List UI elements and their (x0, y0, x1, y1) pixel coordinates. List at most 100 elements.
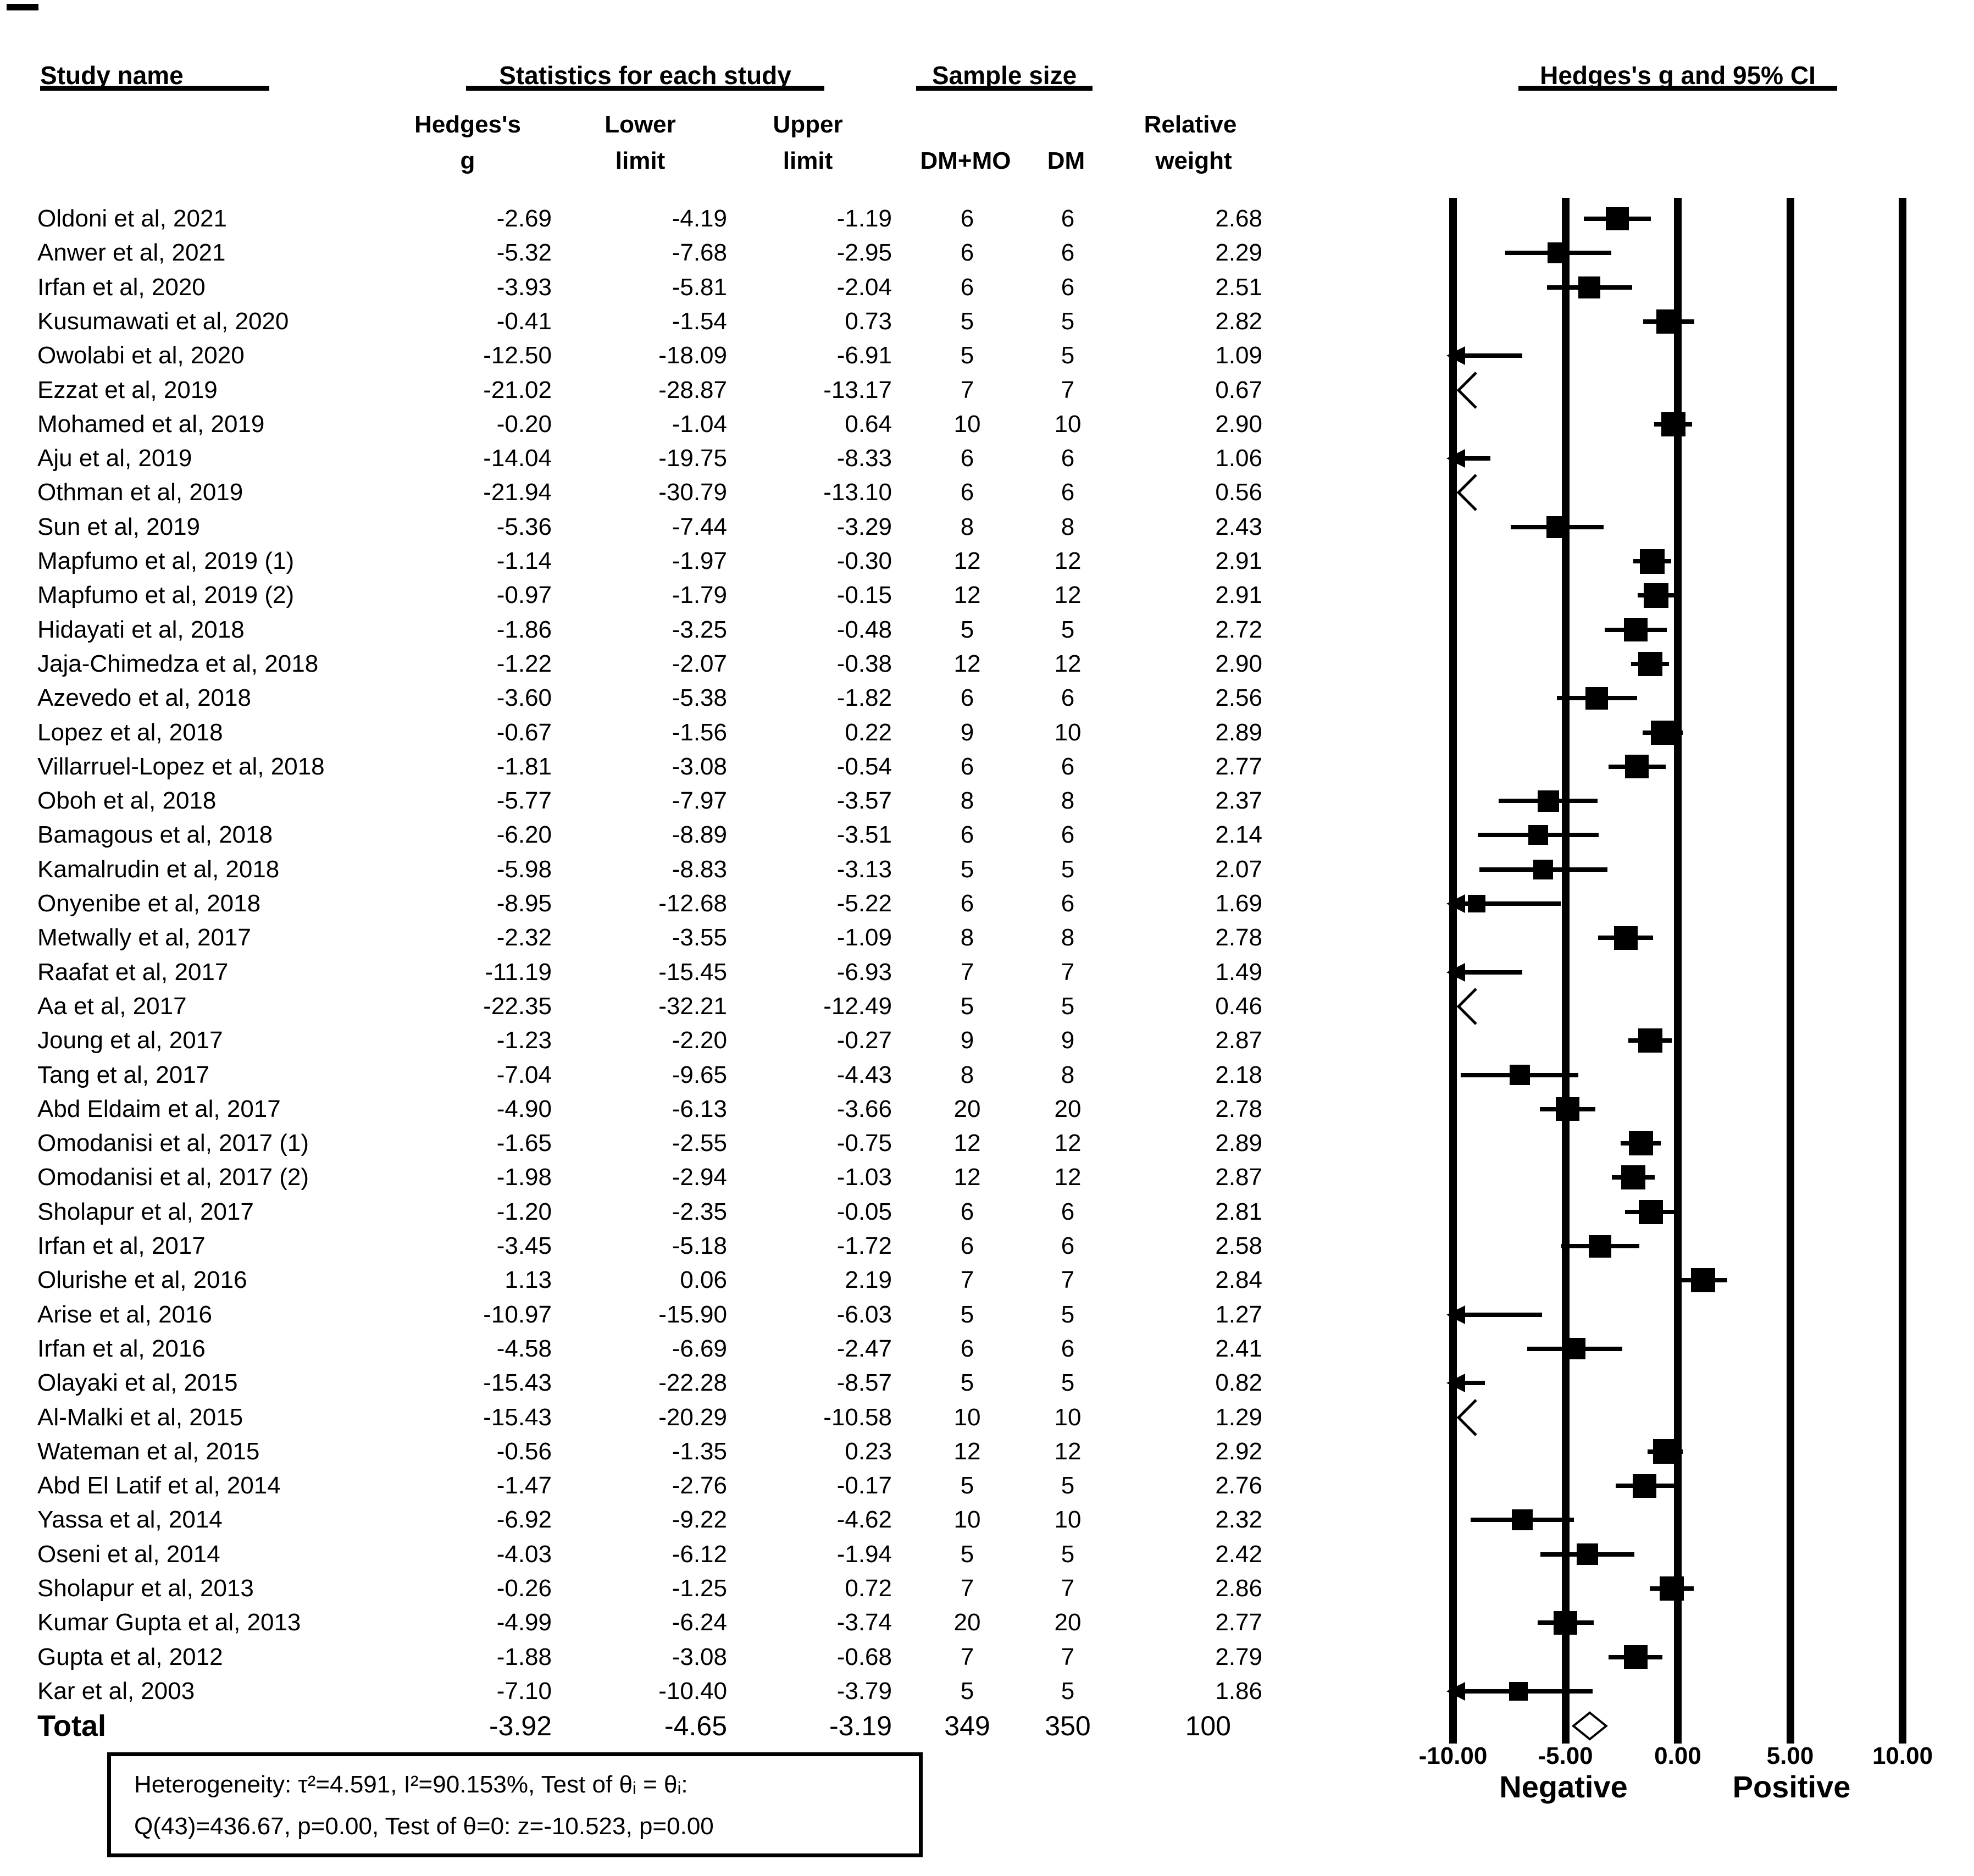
dm-mo-cell: 6 (960, 273, 974, 301)
table-row: Sholapur et al, 2017 -1.20 -2.35 -0.05 6 6 2.8… (0, 1195, 1319, 1229)
table-row: Aa et al, 2017 -22.35 -32.21 -12.49 5 5 0.46 (0, 989, 1319, 1023)
hedges-g-cell: -21.94 (483, 479, 552, 506)
dm-mo-cell: 6 (960, 205, 974, 232)
dm-mo-cell: 5 (960, 1677, 974, 1705)
study-name-cell: Sholapur et al, 2017 (37, 1198, 254, 1225)
weight-cell: 1.06 (1215, 445, 1262, 472)
weight-cell: 1.69 (1215, 890, 1262, 917)
dm-mo-cell: 6 (960, 479, 974, 506)
table-row: Othman et al, 2019 -21.94 -30.79 -13.10 6 6 0.… (0, 475, 1319, 510)
dm-cell: 6 (1061, 273, 1075, 301)
x-axis-tick-label: 0.00 (1654, 1742, 1701, 1769)
dm-cell: 5 (1061, 616, 1075, 643)
study-name-cell: Wateman et al, 2015 (37, 1437, 260, 1465)
ci-square-marker (1537, 790, 1559, 812)
dm-mo-cell: 5 (960, 307, 974, 335)
weight-cell: 2.43 (1215, 513, 1262, 540)
upper-limit-cell: -2.47 (836, 1335, 892, 1362)
lower-limit-cell: -2.76 (672, 1472, 727, 1499)
lower-limit-cell: -4.19 (672, 205, 727, 232)
lower-limit-cell: -2.94 (672, 1164, 727, 1191)
dm-cell: 5 (1061, 1369, 1075, 1397)
dm-mo-cell: 5 (960, 616, 974, 643)
lower-limit-cell: -7.68 (672, 239, 727, 267)
study-name-cell: Mohamed et al, 2019 (37, 410, 265, 438)
dm-mo-cell: 7 (960, 376, 974, 403)
table-row: Onyenibe et al, 2018 -8.95 -12.68 -5.22 6 6 1.… (0, 887, 1319, 921)
ci-square-marker (1660, 1576, 1684, 1601)
study-name-cell: Irfan et al, 2017 (37, 1232, 206, 1259)
study-name-cell: Oseni et al, 2014 (37, 1540, 220, 1568)
weight-cell: 1.09 (1215, 342, 1262, 369)
upper-limit-cell: -3.57 (836, 787, 892, 815)
study-name-cell: Al-Malki et al, 2015 (37, 1403, 243, 1431)
study-name-cell: Sholapur et al, 2013 (37, 1575, 254, 1602)
dm-cell: 8 (1061, 513, 1075, 540)
upper-limit-cell: -3.66 (836, 1095, 892, 1122)
dm-cell: 7 (1061, 376, 1075, 403)
dm-cell: 12 (1054, 582, 1082, 609)
upper-limit-cell: 0.23 (845, 1437, 892, 1465)
left-arrow-icon (1446, 894, 1465, 913)
dm-cell: 5 (1061, 855, 1075, 883)
axis-gridline (1561, 198, 1570, 1744)
weight-cell: 2.81 (1215, 1198, 1262, 1225)
hedges-g-cell: -0.56 (496, 1437, 552, 1465)
weight-cell: 1.29 (1215, 1403, 1262, 1431)
ci-line (1461, 901, 1561, 906)
upper-limit-cell: -13.17 (823, 376, 892, 403)
upper-limit-cell: 0.64 (845, 410, 892, 438)
lower-limit-cell: -1.79 (672, 582, 727, 609)
ci-square-marker (1509, 1065, 1530, 1085)
dm-cell: 9 (1061, 1027, 1075, 1054)
dm-mo-cell: 8 (960, 787, 974, 815)
study-name-cell: Oboh et al, 2018 (37, 787, 217, 815)
ci-square-marker (1511, 1509, 1533, 1531)
upper-limit-cell: -2.95 (836, 239, 892, 267)
upper-limit-cell: -3.29 (836, 513, 892, 540)
lower-limit-cell: -22.28 (658, 1369, 727, 1397)
weight-cell: 2.29 (1215, 239, 1262, 267)
weight-cell: 2.82 (1215, 307, 1262, 335)
dm-mo-cell: 6 (960, 1335, 974, 1362)
weight-cell: 2.89 (1215, 1130, 1262, 1157)
upper-limit-cell: -1.94 (836, 1540, 892, 1568)
dm-cell: 7 (1061, 1643, 1075, 1670)
table-row: Hidayati et al, 2018 -1.86 -3.25 -0.48 5 5 2.7… (0, 613, 1319, 647)
weight-cell: 1.86 (1215, 1677, 1262, 1705)
upper-limit-col-header-line1: Upper (773, 111, 843, 138)
upper-limit-cell: -6.93 (836, 958, 892, 986)
dm-mo-cell: 6 (960, 821, 974, 849)
upper-limit-cell: -1.72 (836, 1232, 892, 1259)
study-name-cell: Ezzat et al, 2019 (37, 376, 218, 403)
ci-square-marker (1576, 1543, 1598, 1565)
lower-limit-cell: -5.18 (672, 1232, 727, 1259)
weight-cell: 0.82 (1215, 1369, 1262, 1397)
upper-limit-cell: -3.79 (836, 1677, 892, 1705)
hedges-g-cell: -2.32 (496, 924, 552, 951)
dm-cell: 10 (1054, 1403, 1082, 1431)
dm-cell: 6 (1061, 1232, 1075, 1259)
study-name-cell: Abd Eldaim et al, 2017 (37, 1095, 281, 1122)
forest-plot-header: Hedges's g and 95% CI (1540, 61, 1816, 90)
study-name-cell: Aa et al, 2017 (37, 992, 187, 1020)
lower-limit-col-header-line2: limit (615, 147, 666, 174)
hedges-g-cell: -5.36 (496, 513, 552, 540)
dm-mo-cell: 8 (960, 924, 974, 951)
dm-cell: 5 (1061, 1472, 1075, 1499)
upper-limit-cell: -1.19 (836, 205, 892, 232)
total-lower-limit: -4.65 (664, 1711, 727, 1741)
lower-limit-cell: -2.07 (672, 650, 727, 677)
lower-limit-cell: -1.04 (672, 410, 727, 438)
dm-mo-cell: 8 (960, 513, 974, 540)
study-name-cell: Jaja-Chimedza et al, 2018 (37, 650, 319, 677)
dm-cell: 6 (1061, 752, 1075, 780)
dm-cell: 20 (1054, 1095, 1082, 1122)
weight-cell: 2.14 (1215, 821, 1262, 849)
hedges-g-cell: -1.14 (496, 547, 552, 574)
hedges-g-col-header-line1: Hedges's (414, 111, 521, 138)
dm-mo-cell: 5 (960, 1369, 974, 1397)
dm-mo-cell: 20 (953, 1095, 981, 1122)
upper-limit-cell: -0.05 (836, 1198, 892, 1225)
study-name-cell: Arise et al, 2016 (37, 1301, 212, 1328)
